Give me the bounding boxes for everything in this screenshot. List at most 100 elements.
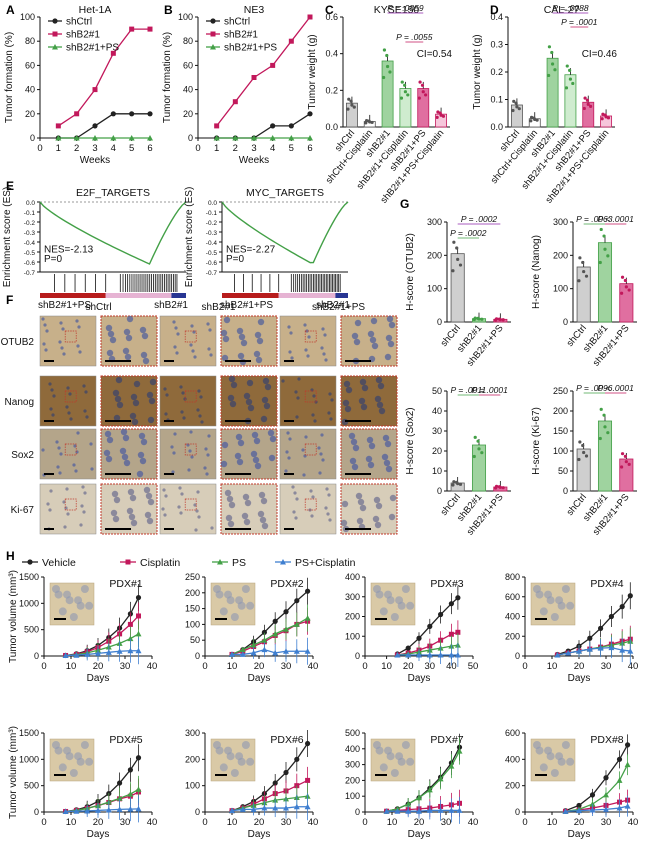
chart-h7-xtick-label: 0 [362,817,367,828]
ihc-nucleus [307,335,311,339]
ihc-zoom-box [304,443,317,456]
ihc-nucleus [194,528,198,532]
ihc-nucleus [250,450,258,458]
chart-g2-y-axis-label: H-score (Nanog) [531,235,542,309]
ihc-nucleus [50,388,54,392]
chart-h6-point [239,806,246,812]
chart-h3-xtick-label: 10 [381,661,392,672]
chart-b-point [270,123,276,129]
chart-c-dot [382,48,387,52]
ihc-nucleus [385,334,393,342]
chart-c-dot [350,103,354,107]
chart-h8-point [576,802,582,809]
ihc-nucleus [384,353,392,361]
panel-letter-g: G [400,197,409,211]
chart-g2-dot [602,234,606,238]
ihc-nucleus [41,448,45,452]
ihc-nucleus [243,392,251,400]
chart-a-ytick-label: 40 [25,85,35,95]
ihc-nucleus [114,395,122,403]
ihc-nucleus [238,333,246,341]
chart-b-xtick-label: 5 [289,143,294,154]
chart-c-dot [418,80,422,84]
ihc-nucleus [359,378,367,386]
chart-b-legend-marker [210,18,216,24]
chart-e2-ytick-label: -0.2 [206,220,218,227]
chart-h1: 0 500 1000 1500 0 10 20 30 40 Days Tumor volume (m… [8,570,157,684]
chart-h2-xtick-label: 20 [254,661,265,672]
chart-h1-point [62,652,69,658]
chart-h4-inset-nucleus [539,607,548,616]
ihc-nucleus [354,319,362,327]
ihc-nucleus [163,513,167,517]
chart-g4-y-axis-label: H-score (Ki-67) [531,407,542,475]
chart-h2-inset-nucleus [215,590,224,599]
chart-h2-inset-nucleus [237,601,246,610]
chart-b-series-line [216,16,311,127]
chart-a-legend-marker [52,44,58,50]
chart-g1-ytick-label: 200 [427,250,442,260]
chart-d-dot [529,119,533,123]
chart-c-ytick-label: 0.4 [325,49,338,59]
chart-g2-bar [576,266,591,323]
ihc-nucleus [115,376,123,384]
chart-h3-ytick-label: 400 [345,572,360,582]
ihc-nucleus [82,510,86,514]
chart-h1-xtick-label: 40 [147,661,158,672]
ihc-nucleus [142,357,150,365]
chart-h1-ytick-label: 500 [24,625,39,635]
ihc-tile [159,483,217,535]
ihc-nucleus [261,396,269,404]
ihc-nucleus [309,489,313,493]
chart-g4-dot [620,465,624,469]
ihc-nucleus [285,450,289,454]
chart-h7-inset-nucleus [375,746,384,755]
chart-b-point [307,14,313,20]
ihc-nucleus [350,438,358,446]
chart-h1-ytick-label: 1500 [19,572,39,582]
chart-h5-ytick-label: 0 [34,807,39,817]
chart-h3-ytick-label: 200 [345,612,360,622]
ihc-nucleus [121,453,129,461]
chart-b-legend-marker [210,44,216,50]
ihc-nucleus [75,319,79,323]
ihc-nucleus [62,352,66,356]
chart-g4-p-value: P < .0001 [598,383,635,393]
chart-e2-ytick-label: 0.0 [208,200,217,207]
chart-e1-ytick-label: -0.7 [24,270,36,277]
chart-h4-ytick-label: 200 [505,631,520,641]
chart-g2-dot [582,269,586,274]
ihc-nucleus [124,353,132,361]
chart-b-xtick-label: 0 [195,143,200,154]
ihc-nucleus [105,324,113,332]
chart-d-dot [568,77,573,81]
chart-g3-ytick-label: 30 [432,426,442,436]
chart-g4-p-value: P = .0096 [576,383,613,393]
ihc-nucleus [261,522,269,530]
chart-h7-point [383,808,390,814]
chart-g1-y-axis-label: H-score (OTUB2) [405,233,416,311]
chart-e1-ytick-label: -0.1 [24,210,36,217]
ihc-nucleus [297,377,301,381]
chart-h7-inset-nucleus [401,741,410,749]
chart-h7-ytick-label: 200 [345,775,360,785]
chart-h7-point [394,808,401,814]
ihc-nucleus [296,396,300,400]
chart-g1-dot [494,317,499,321]
ihc-tile [220,428,278,480]
ihc-nucleus [131,418,139,426]
chart-h5-xtick-label: 20 [93,817,104,828]
chart-a-ytick-label: 80 [25,36,35,46]
chart-h5-ytick-label: 1000 [19,754,39,764]
chart-g1-dot [455,246,459,250]
chart-c-dot [406,93,410,97]
chart-h4-x-axis-label: Days [568,673,591,684]
ihc-nucleus [252,456,260,464]
chart-h1-title: PDX#1 [109,578,142,590]
chart-e1-ytick-label: -0.6 [24,260,36,267]
chart-e1-y-axis-label: Enrichment score (ES) [2,187,13,288]
chart-h7-inset-nucleus [406,757,415,766]
chart-a-point [110,50,116,56]
chart-h1-inset-nucleus [85,601,94,610]
chart-g4-dot [620,452,625,456]
